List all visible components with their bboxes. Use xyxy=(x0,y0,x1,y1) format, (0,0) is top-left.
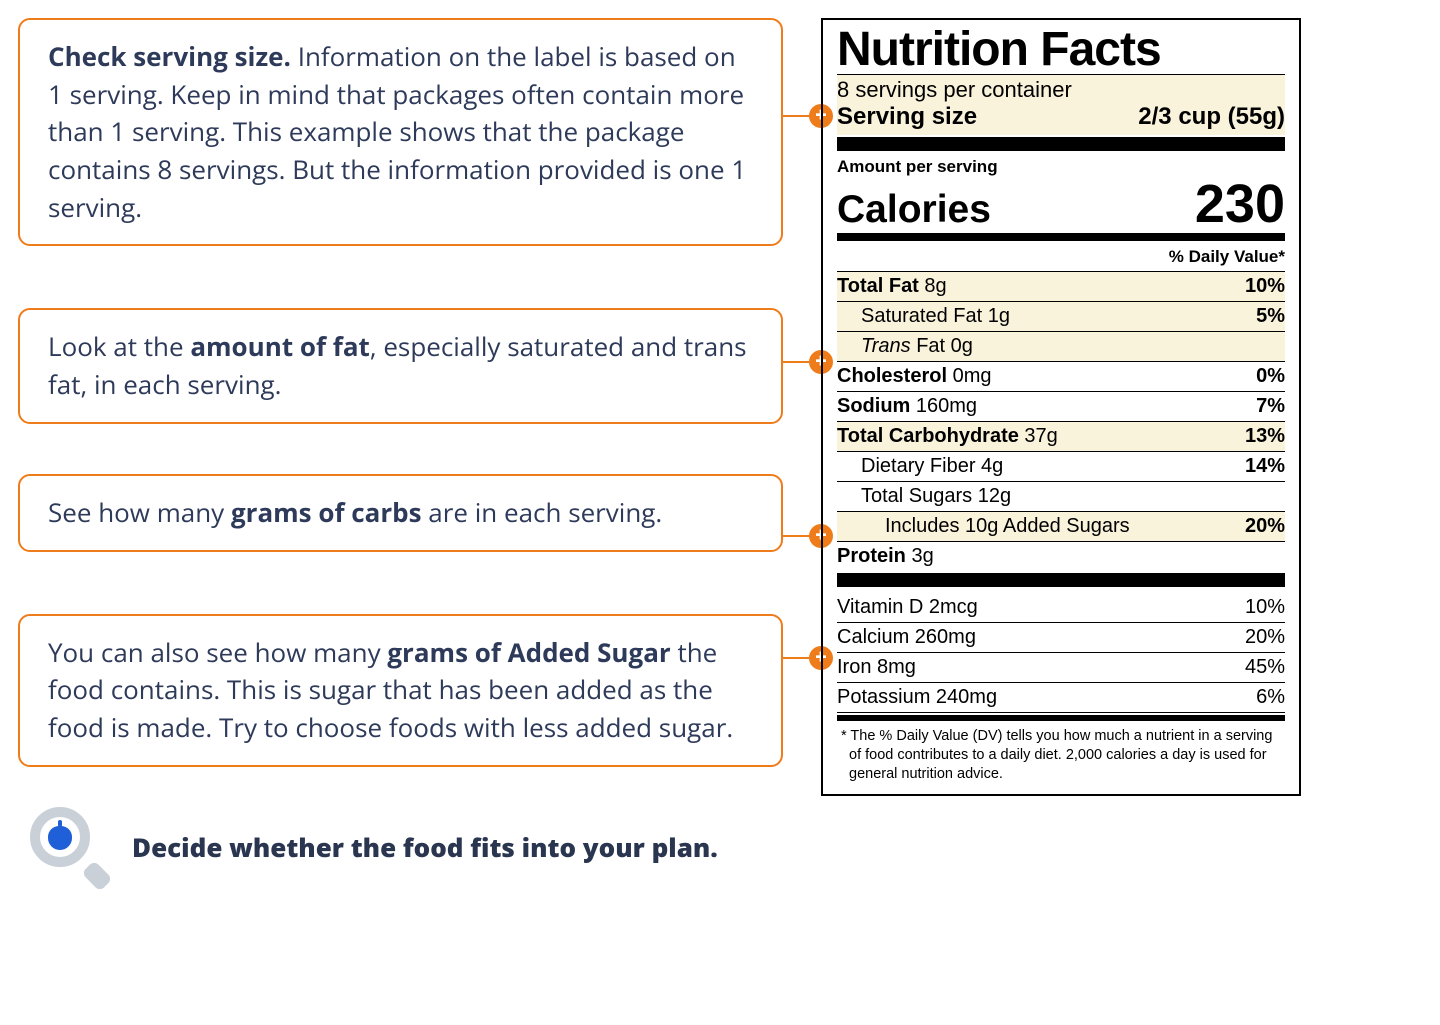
callout-box: Look at the amount of fat, especially sa… xyxy=(18,308,783,423)
vitamin-pct: 6% xyxy=(1256,686,1285,709)
nutrient-row: Total Carbohydrate 37g 13% xyxy=(837,422,1285,452)
divider-bar xyxy=(837,573,1285,587)
vitamin-row: Calcium 260mg 20% xyxy=(837,623,1285,653)
nutrient-row: Protein 3g xyxy=(837,542,1285,571)
nutrient-name: Protein 3g xyxy=(837,545,934,568)
calories-value: 230 xyxy=(1195,177,1285,231)
callout-box: See how many grams of carbs are in each … xyxy=(18,474,783,552)
nutrients-list: Total Fat 8g 10% Saturated Fat 1g 5% Trans F… xyxy=(837,272,1285,571)
nutrient-row: Dietary Fiber 4g 14% xyxy=(837,452,1285,482)
nutrient-pct: 10% xyxy=(1245,275,1285,298)
label-title: Nutrition Facts xyxy=(837,26,1285,75)
vitamin-name: Vitamin D 2mcg xyxy=(837,596,978,619)
nutrient-row: Saturated Fat 1g 5% xyxy=(837,302,1285,332)
callout-box: Check serving size. Information on the l… xyxy=(18,18,783,246)
callout-bold: grams of carbs xyxy=(231,494,422,530)
callout-bold: Check serving size. xyxy=(48,38,291,74)
daily-value-header: % Daily Value* xyxy=(837,243,1285,272)
vitamin-row: Vitamin D 2mcg 10% xyxy=(837,593,1285,623)
calories-label: Calories xyxy=(837,190,991,229)
nutrient-name: Total Fat 8g xyxy=(837,275,947,298)
nutrition-facts-label: Nutrition Facts 8 servings per container… xyxy=(821,18,1301,796)
nutrient-row: Includes 10g Added Sugars 20% xyxy=(837,512,1285,542)
nutrient-pct: 0% xyxy=(1256,365,1285,388)
vitamin-name: Iron 8mg xyxy=(837,656,916,679)
callout-text: You can also see how many xyxy=(48,634,387,670)
nutrient-name: Dietary Fiber 4g xyxy=(837,455,1003,478)
nutrient-row: Sodium 160mg 7% xyxy=(837,392,1285,422)
servings-per-container: 8 servings per container xyxy=(837,75,1285,103)
nutrient-pct: 5% xyxy=(1256,305,1285,328)
nutrient-name: Trans Fat 0g xyxy=(837,335,973,358)
vitamin-name: Calcium 260mg xyxy=(837,626,976,649)
conclusion-row: Decide whether the food fits into your p… xyxy=(18,807,783,887)
divider-bar xyxy=(837,137,1285,151)
vitamin-row: Iron 8mg 45% xyxy=(837,653,1285,683)
callout-box: You can also see how many grams of Added… xyxy=(18,614,783,767)
magnifier-apple-icon xyxy=(30,807,110,887)
nutrient-pct: 14% xyxy=(1245,455,1285,478)
infographic-layout: Check serving size. Information on the l… xyxy=(18,18,1422,887)
nutrient-name: Total Sugars 12g xyxy=(837,485,1011,508)
serving-size-label: Serving size xyxy=(837,103,977,131)
divider-bar xyxy=(837,233,1285,241)
callouts-column: Check serving size. Information on the l… xyxy=(18,18,783,887)
nutrient-name: Sodium 160mg xyxy=(837,395,977,418)
nutrient-name: Saturated Fat 1g xyxy=(837,305,1010,328)
serving-section: 8 servings per container Serving size 2/… xyxy=(837,75,1285,135)
nutrient-row: Trans Fat 0g xyxy=(837,332,1285,362)
nutrient-name: Cholesterol 0mg xyxy=(837,365,992,388)
vitamin-row: Potassium 240mg 6% xyxy=(837,683,1285,713)
serving-size-row: Serving size 2/3 cup (55g) xyxy=(837,103,1285,135)
nutrient-pct: 13% xyxy=(1245,425,1285,448)
divider-bar xyxy=(837,715,1285,721)
callout-bold: grams of Added Sugar xyxy=(387,634,670,670)
nutrient-row: Total Sugars 12g xyxy=(837,482,1285,512)
nutrient-name: Total Carbohydrate 37g xyxy=(837,425,1058,448)
conclusion-text: Decide whether the food fits into your p… xyxy=(132,829,718,865)
vitamin-pct: 10% xyxy=(1245,596,1285,619)
vitamin-pct: 20% xyxy=(1245,626,1285,649)
vitamin-pct: 45% xyxy=(1245,656,1285,679)
nutrient-name: Includes 10g Added Sugars xyxy=(837,515,1130,538)
nutrient-pct: 20% xyxy=(1245,515,1285,538)
callout-text: are in each serving. xyxy=(422,494,663,530)
callout-bold: amount of fat xyxy=(190,328,370,364)
nutrient-row: Cholesterol 0mg 0% xyxy=(837,362,1285,392)
nutrient-row: Total Fat 8g 10% xyxy=(837,272,1285,302)
serving-size-value: 2/3 cup (55g) xyxy=(1138,103,1285,131)
nutrient-pct: 7% xyxy=(1256,395,1285,418)
vitamin-name: Potassium 240mg xyxy=(837,686,997,709)
callout-text: See how many xyxy=(48,494,231,530)
callout-text: Look at the xyxy=(48,328,190,364)
footnote: * The % Daily Value (DV) tells you how m… xyxy=(837,723,1285,784)
calories-row: Calories 230 xyxy=(837,177,1285,231)
vitamins-list: Vitamin D 2mcg 10% Calcium 260mg 20% Iron 8m… xyxy=(837,593,1285,713)
